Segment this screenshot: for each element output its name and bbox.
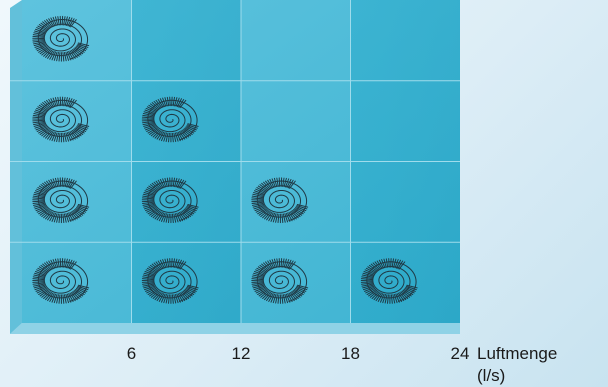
x-axis-unit: (l/s): [477, 366, 505, 385]
chart-floor: [10, 323, 460, 334]
x-tick-label: 24: [451, 344, 470, 363]
x-tick-label: 18: [341, 344, 360, 363]
x-axis-label: Luftmenge: [477, 344, 557, 363]
x-tick-label: 12: [232, 344, 251, 363]
gridlines: [10, 0, 460, 323]
x-tick-labels: 6 12 18 24: [127, 344, 470, 363]
chart-left-wall: [10, 0, 22, 334]
x-tick-label: 6: [127, 344, 136, 363]
